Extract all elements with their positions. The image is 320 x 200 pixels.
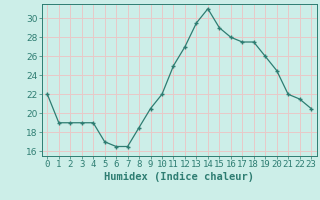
X-axis label: Humidex (Indice chaleur): Humidex (Indice chaleur) — [104, 172, 254, 182]
